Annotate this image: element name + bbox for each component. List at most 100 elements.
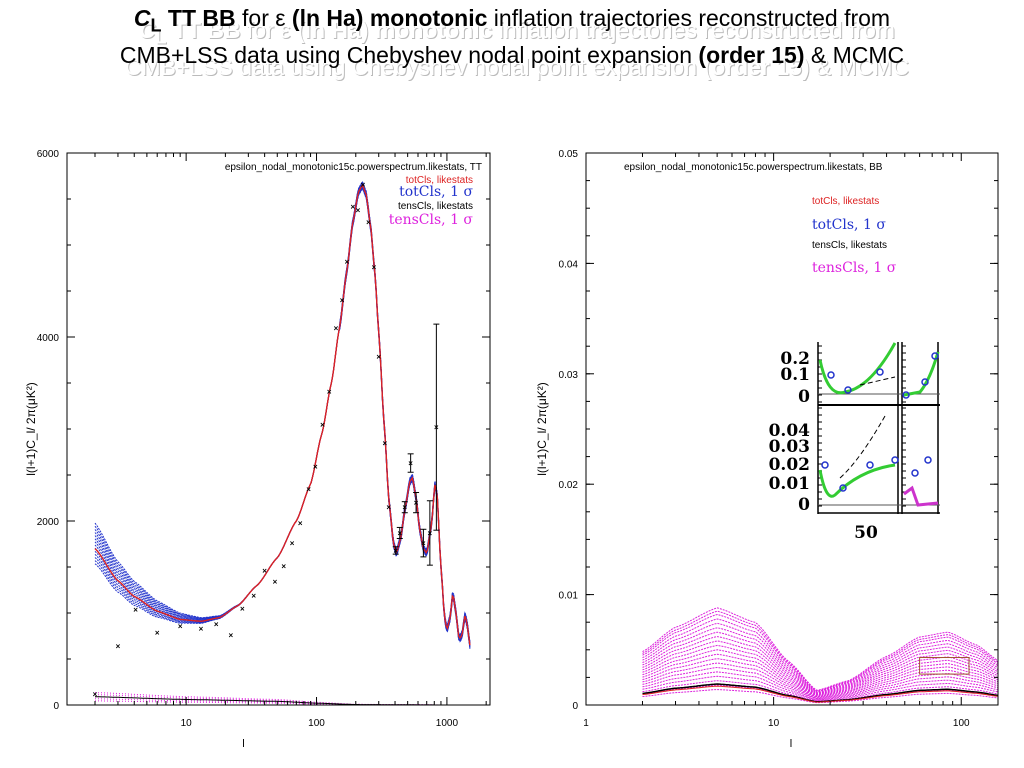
totcls-sigma-curve xyxy=(94,185,471,647)
data-point: × xyxy=(356,206,361,215)
totcls-sigma-curve xyxy=(94,181,471,643)
legend-entry: totCls, 1 σ xyxy=(399,184,473,200)
inset-y-tick-label: 0.01 xyxy=(769,474,810,494)
totcls-sigma-curve xyxy=(94,184,471,646)
inset-data-point xyxy=(921,378,929,386)
title-line2: CMB+LSS data using Chebyshev nodal point… xyxy=(119,41,693,68)
data-point: × xyxy=(408,459,413,468)
y-tick-label: 6000 xyxy=(37,149,60,160)
data-point: × xyxy=(273,578,278,587)
tenscls-sigma-curve xyxy=(642,607,998,691)
data-point: × xyxy=(320,420,325,429)
y-tick-label: 0.04 xyxy=(559,259,579,270)
inset-y-tick-label: 0.02 xyxy=(769,455,810,475)
y-tick-label: 0.05 xyxy=(559,149,579,160)
title-order: (order 15) xyxy=(698,41,805,68)
legend-entry: tensCls, 1 σ xyxy=(389,212,474,228)
title-mcmc: & MCMC xyxy=(810,41,905,68)
tenscls-sigma-curve xyxy=(95,696,470,705)
tenscls-sigma-curve xyxy=(642,666,998,700)
tenscls-sigma-curve xyxy=(642,675,998,702)
inset-magenta-curve xyxy=(903,485,939,507)
title-line1-rest: inflation trajectories reconstructed fro… xyxy=(493,5,891,31)
data-point: × xyxy=(421,539,426,548)
inset-dashed-curve xyxy=(859,376,896,386)
inset-data-point xyxy=(891,456,899,464)
legend-entry: tensCls, 1 σ xyxy=(812,260,897,276)
x-axis-label: l xyxy=(790,738,792,750)
data-point: × xyxy=(351,202,356,211)
title-tt-bb: TT BB xyxy=(167,5,236,31)
inset-y-tick-label: 0 xyxy=(798,495,810,515)
data-point: × xyxy=(376,352,381,361)
cl-symbol: CL xyxy=(133,5,162,36)
data-point: × xyxy=(116,642,121,651)
data-point: × xyxy=(290,539,295,548)
tenscls-sigma-curve xyxy=(642,631,998,695)
data-point: × xyxy=(262,567,267,576)
totcls-sigma-curve xyxy=(94,182,471,644)
x-tick-label: 1000 xyxy=(436,718,459,729)
data-point: × xyxy=(228,631,233,640)
inset-green-curve xyxy=(903,351,940,397)
data-point: × xyxy=(361,180,366,189)
inset-data-point xyxy=(924,456,932,464)
inset-y-tick-label: 0 xyxy=(798,387,810,407)
data-point: × xyxy=(306,485,311,494)
legend-entry: totCls, 1 σ xyxy=(812,217,886,233)
inset-data-point xyxy=(839,484,847,492)
plot-title: epsilon_nodal_monotonic15c.powerspectrum… xyxy=(624,162,883,173)
y-tick-label: 4000 xyxy=(37,333,60,344)
totcls-best-fit-curve xyxy=(642,685,998,703)
y-tick-label: 0 xyxy=(53,701,59,712)
inset-data-point xyxy=(821,461,829,469)
title-epsilon: ε xyxy=(275,5,286,31)
tenscls-sigma-curve xyxy=(642,671,998,701)
title-monotonic: (ln Ha) monotonic xyxy=(291,5,488,31)
data-point: × xyxy=(240,604,245,613)
tenscls-sigma-curve xyxy=(642,653,998,698)
inset-data-point xyxy=(876,368,884,376)
y-tick-label: 0.03 xyxy=(559,370,579,381)
data-point: × xyxy=(393,546,398,555)
data-point: × xyxy=(397,529,402,538)
data-point: × xyxy=(251,592,256,601)
x-tick-label: 10 xyxy=(181,718,193,729)
legend-entry: totCls, likestats xyxy=(812,196,879,207)
title-for: for xyxy=(242,5,269,31)
inset-y-tick-label: 0.2 xyxy=(780,349,810,369)
y-axis-label: l(l+1)C_l/ 2π(μK²) xyxy=(24,382,38,476)
inset-dashed-curve xyxy=(839,415,886,479)
tenscls-sigma-curve xyxy=(642,627,998,694)
data-point: × xyxy=(327,387,332,396)
totcls-sigma-curve xyxy=(94,183,471,645)
y-axis-label: l(l+1)C_l/ 2π(μK²) xyxy=(535,382,549,476)
inset-background xyxy=(818,340,898,515)
inset-data-point xyxy=(844,386,852,394)
totcls-sigma-curve xyxy=(94,185,471,647)
tenscls-best-fit-curve xyxy=(95,696,470,705)
inset-data-point xyxy=(911,469,919,477)
data-point: × xyxy=(414,499,419,508)
tenscls-sigma-curve xyxy=(642,644,998,697)
totcls-sigma-curve xyxy=(94,187,471,649)
data-point: × xyxy=(366,218,371,227)
data-point: × xyxy=(372,263,377,272)
totcls-sigma-curve xyxy=(94,180,471,642)
inset-data-point xyxy=(931,352,939,360)
totcls-sigma-curve xyxy=(94,183,471,645)
x-axis-label: l xyxy=(242,738,244,750)
inset-data-point xyxy=(902,391,910,399)
data-point: × xyxy=(340,296,345,305)
plot-tt: ××××× ×××××××××××××××××× ×××××××××××××××02… xyxy=(24,149,491,750)
y-tick-label: 0 xyxy=(572,701,578,712)
data-point: × xyxy=(313,463,318,472)
y-tick-label: 2000 xyxy=(37,517,60,528)
figure-title: CL TT BB for ε (ln Ha) monotonic inflati… xyxy=(0,4,1024,70)
legend-entry: tensCls, likestats xyxy=(812,240,887,251)
inset-y-tick-label: 0.1 xyxy=(780,365,810,385)
